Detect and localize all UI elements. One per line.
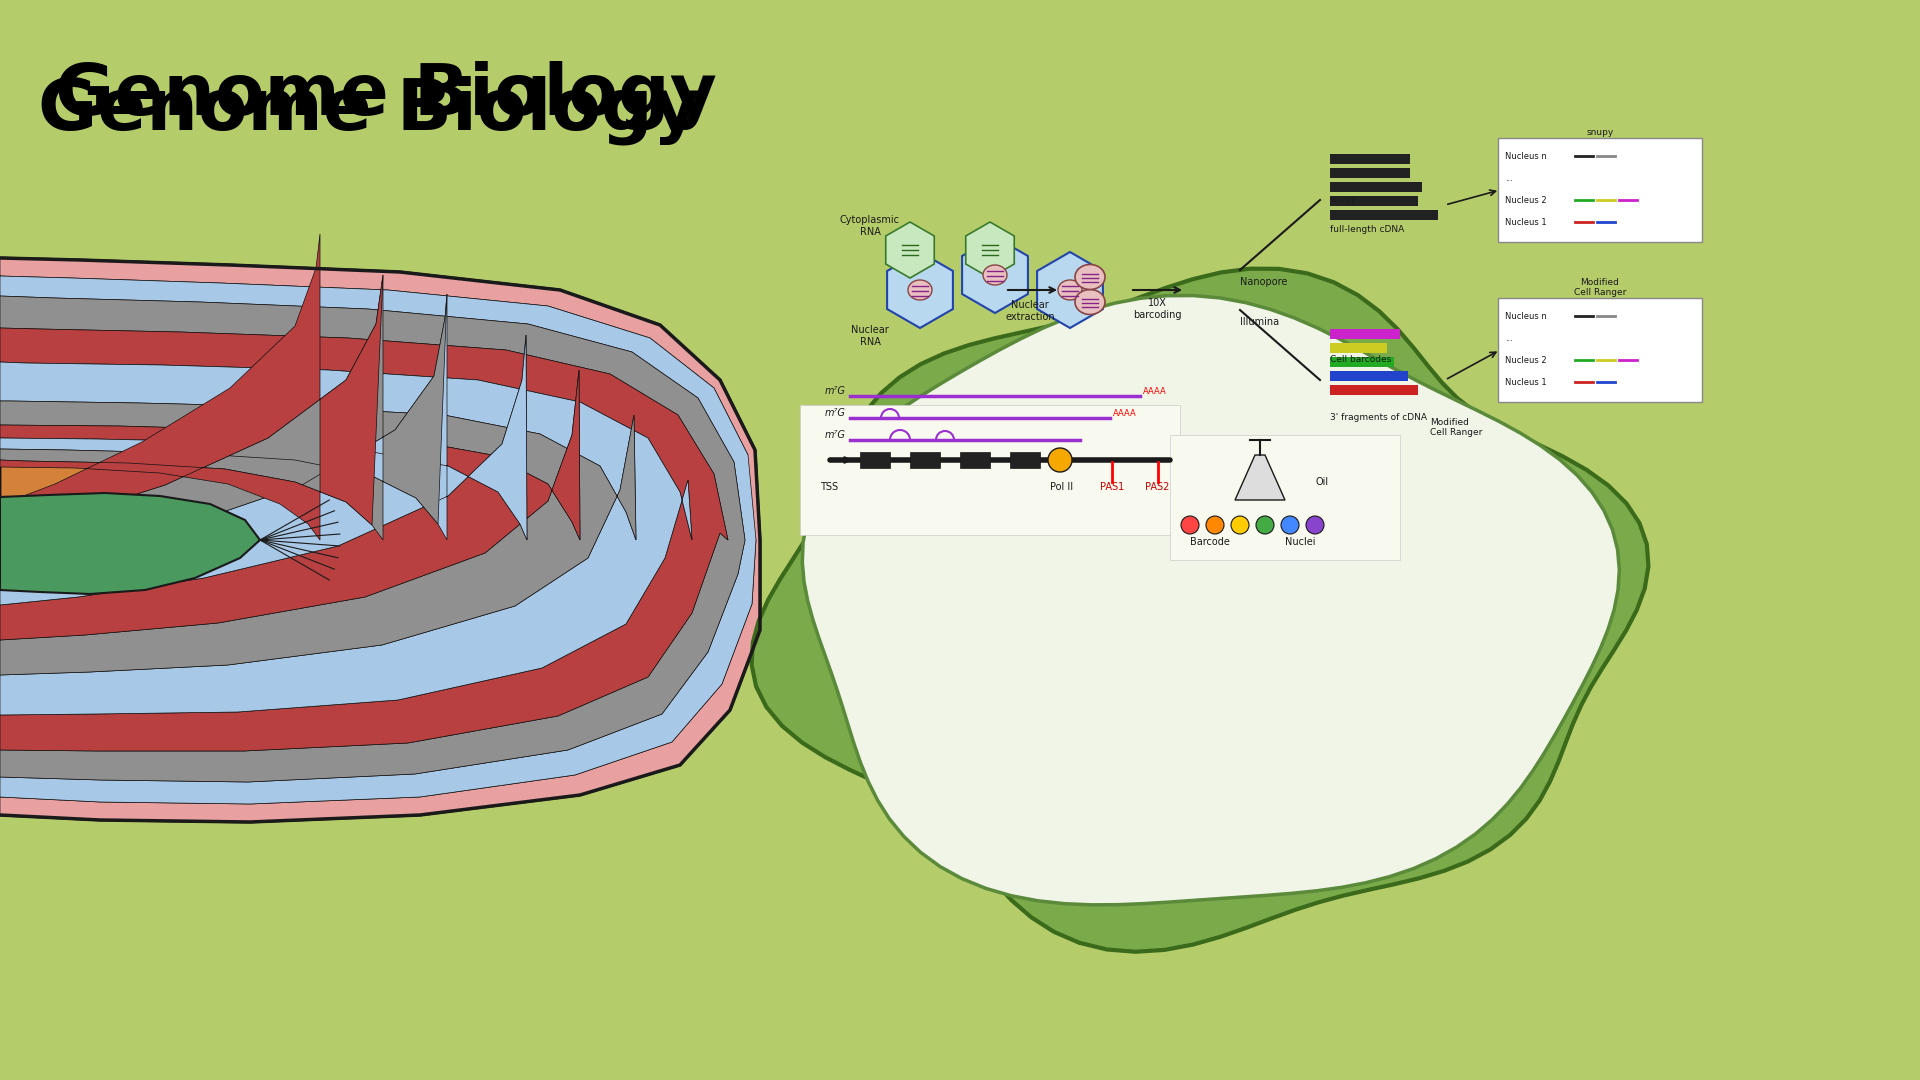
FancyBboxPatch shape bbox=[1331, 210, 1438, 220]
Circle shape bbox=[1306, 516, 1325, 534]
Polygon shape bbox=[887, 252, 952, 328]
Ellipse shape bbox=[1058, 280, 1083, 300]
Text: Nuclear
RNA: Nuclear RNA bbox=[851, 325, 889, 347]
Text: AAAA: AAAA bbox=[1142, 387, 1167, 396]
Polygon shape bbox=[0, 258, 760, 822]
Polygon shape bbox=[0, 335, 580, 640]
Text: TSS: TSS bbox=[820, 482, 839, 492]
Circle shape bbox=[1281, 516, 1300, 534]
Ellipse shape bbox=[1075, 265, 1106, 289]
FancyBboxPatch shape bbox=[1498, 138, 1701, 242]
FancyBboxPatch shape bbox=[1331, 343, 1386, 353]
FancyBboxPatch shape bbox=[1331, 357, 1394, 367]
Polygon shape bbox=[0, 492, 259, 594]
Text: Cytoplasmic
RNA: Cytoplasmic RNA bbox=[841, 215, 900, 237]
Polygon shape bbox=[803, 296, 1619, 905]
FancyBboxPatch shape bbox=[1331, 195, 1419, 206]
FancyBboxPatch shape bbox=[1498, 298, 1701, 402]
FancyBboxPatch shape bbox=[1331, 183, 1423, 192]
Text: AAAA: AAAA bbox=[1114, 409, 1137, 418]
FancyBboxPatch shape bbox=[960, 453, 991, 468]
FancyBboxPatch shape bbox=[1169, 435, 1400, 561]
Polygon shape bbox=[966, 222, 1014, 278]
Text: Modified
Cell Ranger: Modified Cell Ranger bbox=[1574, 278, 1626, 297]
FancyBboxPatch shape bbox=[1010, 453, 1041, 468]
Text: ...: ... bbox=[1505, 334, 1513, 343]
Circle shape bbox=[1231, 516, 1250, 534]
Text: full-length cDNA: full-length cDNA bbox=[1331, 225, 1404, 234]
Text: Nuclear
extraction: Nuclear extraction bbox=[1006, 300, 1054, 322]
Text: Illumina: Illumina bbox=[1240, 318, 1279, 327]
Polygon shape bbox=[885, 222, 935, 278]
FancyBboxPatch shape bbox=[1331, 384, 1419, 395]
Polygon shape bbox=[0, 328, 728, 751]
Polygon shape bbox=[0, 370, 636, 675]
Polygon shape bbox=[0, 362, 691, 715]
Polygon shape bbox=[751, 269, 1649, 951]
Text: Nucleus 1: Nucleus 1 bbox=[1505, 378, 1548, 387]
FancyBboxPatch shape bbox=[1331, 329, 1400, 339]
Text: Genome Biology: Genome Biology bbox=[56, 60, 716, 130]
FancyBboxPatch shape bbox=[1331, 154, 1409, 164]
Polygon shape bbox=[1235, 455, 1284, 500]
Text: PAS2: PAS2 bbox=[1144, 482, 1169, 492]
Text: Nanopore: Nanopore bbox=[1240, 276, 1288, 287]
Circle shape bbox=[1206, 516, 1225, 534]
Text: PAS1: PAS1 bbox=[1100, 482, 1125, 492]
Text: ...: ... bbox=[1505, 174, 1513, 183]
Ellipse shape bbox=[983, 265, 1006, 285]
Polygon shape bbox=[0, 258, 760, 822]
Text: Nucleus 2: Nucleus 2 bbox=[1505, 195, 1548, 205]
Text: 10X
barcoding: 10X barcoding bbox=[1133, 298, 1181, 320]
Text: Barcode: Barcode bbox=[1190, 537, 1231, 546]
Circle shape bbox=[1048, 448, 1071, 472]
FancyBboxPatch shape bbox=[1331, 168, 1409, 178]
FancyBboxPatch shape bbox=[860, 453, 891, 468]
Polygon shape bbox=[0, 294, 526, 605]
Ellipse shape bbox=[1075, 289, 1106, 314]
Text: m⁷G: m⁷G bbox=[826, 430, 847, 440]
Text: m⁷G: m⁷G bbox=[826, 386, 847, 396]
Text: Nucleus 1: Nucleus 1 bbox=[1505, 218, 1548, 227]
Ellipse shape bbox=[908, 280, 931, 300]
Polygon shape bbox=[1037, 252, 1102, 328]
FancyBboxPatch shape bbox=[910, 453, 941, 468]
Text: Genome Biology: Genome Biology bbox=[38, 76, 701, 145]
Text: Modified
Cell Ranger: Modified Cell Ranger bbox=[1430, 418, 1482, 437]
Text: Cell barcodes: Cell barcodes bbox=[1331, 355, 1392, 364]
Circle shape bbox=[1181, 516, 1198, 534]
Polygon shape bbox=[0, 234, 382, 540]
Polygon shape bbox=[0, 296, 745, 782]
Text: m⁷G: m⁷G bbox=[826, 408, 847, 418]
FancyBboxPatch shape bbox=[801, 405, 1181, 535]
Text: Nucleus 2: Nucleus 2 bbox=[1505, 356, 1548, 365]
Text: Pol II: Pol II bbox=[1050, 482, 1073, 492]
Polygon shape bbox=[0, 276, 756, 804]
Polygon shape bbox=[962, 237, 1027, 313]
Circle shape bbox=[1256, 516, 1275, 534]
Text: Nuclei: Nuclei bbox=[1284, 537, 1315, 546]
FancyBboxPatch shape bbox=[1331, 372, 1407, 381]
Text: snupy: snupy bbox=[1331, 195, 1357, 204]
Text: Oil: Oil bbox=[1315, 477, 1329, 487]
Text: Nucleus n: Nucleus n bbox=[1505, 152, 1548, 161]
Polygon shape bbox=[0, 275, 447, 565]
Text: Nucleus n: Nucleus n bbox=[1505, 312, 1548, 321]
Text: 3' fragments of cDNA: 3' fragments of cDNA bbox=[1331, 413, 1427, 422]
Text: snupy: snupy bbox=[1586, 129, 1613, 137]
